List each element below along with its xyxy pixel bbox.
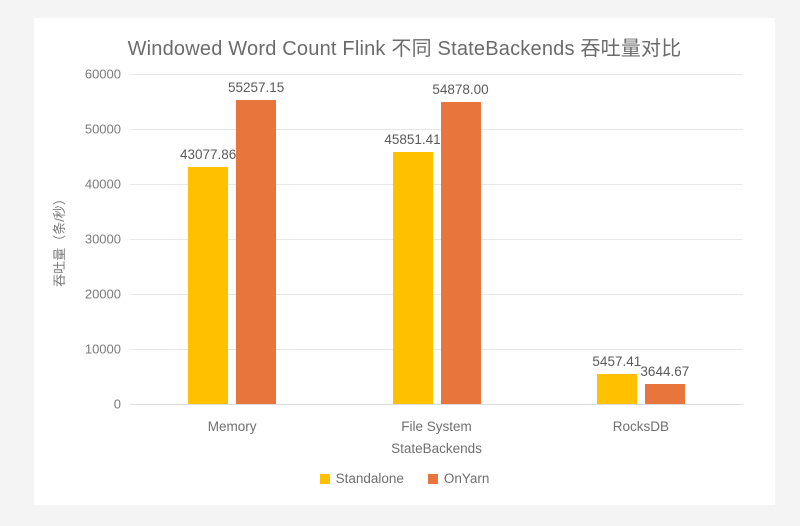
legend-label-standalone: Standalone — [335, 471, 404, 486]
x-axis-category-label: File System — [401, 419, 472, 434]
legend-label-onyarn: OnYarn — [443, 471, 490, 486]
axis-baseline — [130, 404, 743, 405]
y-axis-title-label: 吞吐量（条/秒） — [51, 191, 67, 287]
y-axis-tick-label: 10000 — [84, 341, 121, 357]
bar-standalone-file-system[interactable]: 45851.41 — [384, 132, 441, 404]
bar-onyarn-memory[interactable]: 55257.15 — [228, 80, 284, 404]
plot-area: 0 10000 20000 30000 40000 50000 60000 43077.86 5… — [85, 67, 743, 434]
y-axis-title: 吞吐量（条/秒） — [48, 74, 68, 404]
x-axis-category-label: Memory — [207, 419, 257, 434]
y-axis-tick-label: 20000 — [84, 286, 121, 302]
legend-item-onyarn[interactable]: OnYarn — [427, 471, 490, 486]
y-axis-tick-label: 30000 — [84, 231, 121, 247]
bar-value-label: 45851.41 — [384, 131, 441, 147]
chart-title: Windowed Word Count Flink 不同 StateBacken… — [127, 38, 682, 60]
bar-onyarn-rocksdb[interactable]: 3644.67 — [640, 364, 689, 404]
gridline — [130, 184, 743, 185]
bar-value-label: 55257.15 — [228, 80, 285, 96]
y-axis-tick-label: 40000 — [84, 176, 121, 192]
bar-standalone-memory[interactable]: 43077.86 — [180, 147, 236, 404]
gridline — [130, 294, 743, 295]
bar-value-label: 5457.41 — [592, 353, 642, 369]
gridline — [130, 349, 743, 350]
gridline — [130, 239, 743, 240]
gridline — [130, 129, 743, 130]
legend-item-standalone[interactable]: Standalone — [319, 471, 404, 486]
bar-value-label: 54878.00 — [432, 82, 489, 98]
bar-standalone-rocksdb[interactable]: 5457.41 — [592, 354, 641, 404]
gridline — [130, 74, 743, 75]
legend-swatch-standalone-icon — [319, 473, 330, 484]
x-axis-title: StateBackends — [391, 441, 482, 456]
chart-card: Windowed Word Count Flink 不同 StateBacken… — [34, 18, 775, 505]
y-axis-tick-label: 50000 — [84, 121, 121, 137]
x-axis-category-label: RocksDB — [612, 419, 669, 434]
y-axis-tick-label: 0 — [113, 396, 121, 412]
legend-swatch-onyarn-icon — [427, 473, 438, 484]
y-axis-tick-label: 60000 — [84, 66, 121, 82]
bar-onyarn-file-system[interactable]: 54878.00 — [432, 82, 489, 404]
chart-legend: Standalone OnYarn — [34, 471, 775, 486]
bar-value-label: 3644.67 — [640, 363, 690, 379]
bar-value-label: 43077.86 — [180, 147, 237, 163]
